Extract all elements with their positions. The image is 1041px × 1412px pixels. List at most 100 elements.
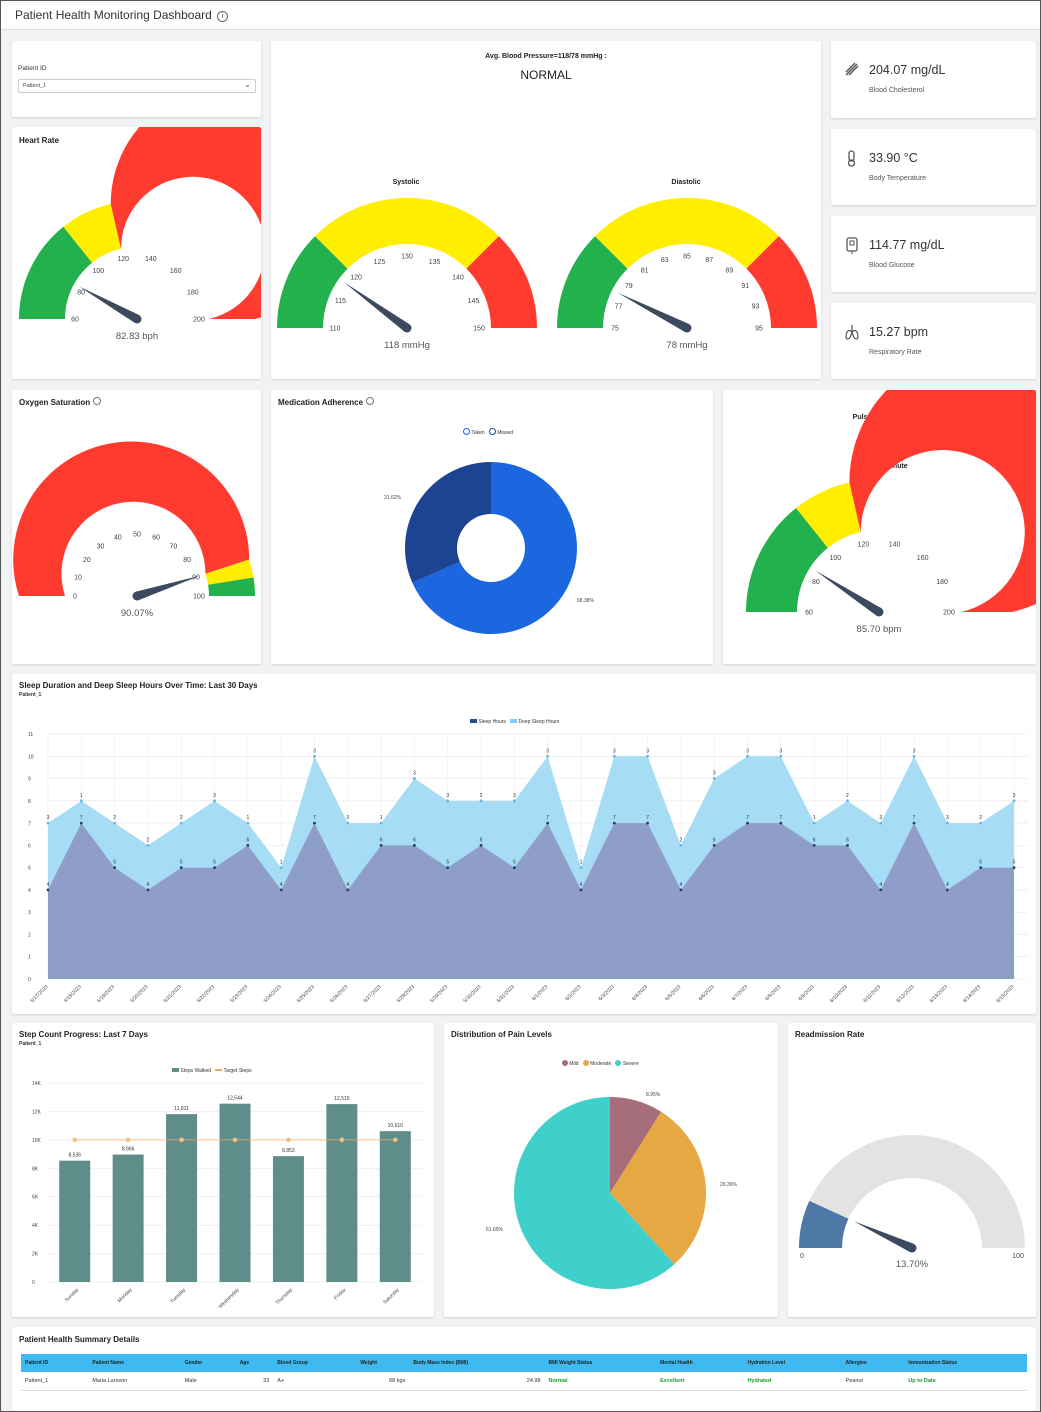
sleep-card: Sleep Duration and Deep Sleep Hours Over… (12, 674, 1036, 1014)
column-header[interactable]: Body Mass Index (BMI) (409, 1354, 545, 1372)
table-cell: Normal (544, 1372, 657, 1391)
legend-deep-sleep-hours[interactable]: Deep Sleep Hours (518, 719, 560, 725)
legend-target-steps[interactable]: Target Steps (223, 1068, 252, 1074)
deep-sleep-point (346, 821, 350, 825)
steps-data-label: 12,544 (227, 1096, 243, 1102)
steps-data-label: 8,536 (68, 1153, 81, 1159)
info-icon[interactable]: i (216, 11, 228, 22)
deep-sleep-data-label: 3 (879, 815, 882, 821)
legend-marker-deep (510, 719, 518, 723)
heart-rate-title: Heart Rate (19, 136, 60, 145)
column-header[interactable]: Hydration Level (743, 1354, 842, 1372)
heart-rate-tick-label: 100 (92, 268, 104, 275)
sleep-x-tick-label: 6/2/2023 (564, 984, 582, 1002)
table-cell: Maria Larsson (88, 1372, 181, 1391)
deep-sleep-data-label: 1 (380, 815, 383, 821)
steps-bar (379, 1131, 411, 1282)
table-cell: Excellent (656, 1372, 744, 1391)
steps-y-tick-label: 10K (32, 1138, 42, 1144)
legend-taken[interactable]: Taken (471, 430, 485, 436)
legend-sleep-hours[interactable]: Sleep Hours (478, 719, 506, 725)
sleep-data-label: 4 (879, 882, 882, 888)
deep-sleep-point (612, 754, 616, 758)
glucose-value: 114.77 mg/dL (869, 238, 945, 252)
sleep-data-label: 7 (313, 815, 316, 821)
legend-moderate[interactable]: Moderate (590, 1061, 612, 1067)
deep-sleep-point (446, 799, 450, 803)
legend-mild[interactable]: Mild (569, 1061, 579, 1067)
oxygen-needle-hub (132, 591, 142, 601)
table-row[interactable]: Patient_1 Maria Larsson Male 33 A+ 68 kg… (21, 1372, 1027, 1391)
pain-slice-2 (514, 1097, 675, 1289)
heart-rate-tick-label: 120 (117, 256, 129, 263)
legend-steps-walked[interactable]: Steps Walked (180, 1068, 212, 1074)
sleep-data-label: 4 (47, 882, 50, 888)
oxygen-tick-label: 40 (114, 535, 122, 542)
sleep-legend: Sleep Hours Deep Sleep Hours (470, 719, 559, 725)
legend-severe[interactable]: Severe (622, 1061, 639, 1067)
sleep-y-tick-label: 3 (28, 910, 31, 916)
pain-legend: Mild Moderate Severe (562, 1060, 639, 1067)
sleep-x-tick-label: 6/6/2023 (698, 984, 716, 1002)
sleep-y-tick-label: 11 (28, 732, 33, 738)
deep-sleep-data-label: 3 (613, 748, 616, 754)
diastolic-tick-label: 95 (755, 326, 763, 333)
sleep-x-tick-label: 5/17/2023 (29, 984, 49, 1004)
info-icon[interactable] (93, 397, 102, 405)
heart-rate-tick-label: 180 (187, 290, 199, 297)
readmission-card: Readmission Rate 13.70% 0 100 (788, 1023, 1036, 1317)
summary-card: Patient Health Summary Details Patient I… (12, 1327, 1036, 1411)
deep-sleep-data-label: 1 (580, 860, 583, 866)
info-icon[interactable] (366, 397, 375, 405)
deep-sleep-point (279, 866, 283, 870)
column-header[interactable]: BMI Weight Status (544, 1354, 657, 1372)
column-header[interactable]: Mental Health (656, 1354, 744, 1372)
sleep-data-label: 5 (213, 860, 216, 866)
column-header[interactable]: Gender (180, 1354, 236, 1372)
chevron-down-icon: ⌄ (244, 80, 251, 89)
systolic-tick-label: 120 (350, 275, 362, 282)
deep-sleep-point (779, 754, 783, 758)
sleep-x-tick-label: 5/24/2023 (263, 984, 283, 1004)
heart-rate-band-green (19, 226, 93, 319)
column-header[interactable]: Blood Group (273, 1354, 357, 1372)
readmission-needle (853, 1221, 914, 1253)
deep-sleep-point (179, 821, 183, 825)
sleep-point (279, 888, 283, 892)
readmission-band-track (799, 1135, 1025, 1248)
deep-sleep-data-label: 1 (80, 793, 83, 799)
table-cell: 33 (235, 1372, 274, 1391)
sleep-data-label: 6 (480, 837, 483, 843)
pulse-gauge: 60 80 100 120 140 160 180 200 85.70 bpm (746, 390, 1036, 635)
column-header[interactable]: Age (235, 1354, 274, 1372)
patient-id-dropdown[interactable]: Patient_1 ⌄ (18, 79, 256, 93)
column-header[interactable]: Immunization Status (904, 1354, 1027, 1372)
readmission-needle-hub (907, 1243, 917, 1253)
sleep-title: Sleep Duration and Deep Sleep Hours Over… (19, 681, 258, 690)
sleep-point (912, 821, 916, 825)
pulse-tick-label: 200 (943, 610, 955, 617)
target-steps-point (392, 1137, 398, 1143)
temperature-value: 33.90 °C (869, 151, 918, 165)
medication-title: Medication Adherence (278, 397, 375, 407)
sleep-x-tick-label: 6/15/2023 (995, 984, 1015, 1004)
column-header[interactable]: Patient Name (88, 1354, 181, 1372)
sleep-x-tick-label: 6/4/2023 (631, 984, 649, 1002)
diastolic-tick-label: 79 (625, 283, 633, 290)
column-header[interactable]: Weight (356, 1354, 410, 1372)
sleep-data-label: 5 (113, 860, 116, 866)
sleep-point (945, 888, 949, 892)
legend-missed[interactable]: Missed (497, 430, 514, 436)
sleep-point (313, 821, 316, 825)
sleep-point (646, 821, 649, 825)
sleep-x-tick-label: 5/27/2023 (363, 984, 383, 1004)
heart-rate-card: Heart Rate 60 80 100 120 140 160 180 200 82.83 b… (12, 127, 261, 379)
column-header[interactable]: Patient ID (21, 1354, 89, 1372)
heart-rate-needle (79, 286, 140, 323)
oxygen-tick-label: 0 (73, 594, 77, 601)
table-cell: Male (180, 1372, 236, 1391)
column-header[interactable]: Allergies (841, 1354, 905, 1372)
sleep-x-tick-label: 5/21/2023 (163, 984, 183, 1004)
cholesterol-icon (845, 62, 859, 76)
